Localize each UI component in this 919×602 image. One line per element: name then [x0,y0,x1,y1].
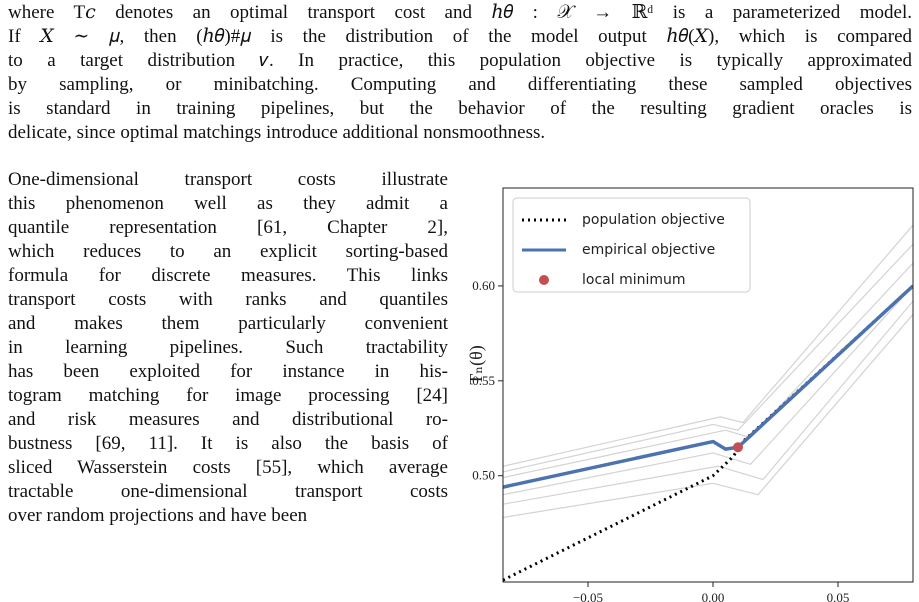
plot-area [503,224,913,582]
text-line: this phenomenon well as they admit a [8,193,448,214]
text-line: where T𝑐 denotes an optimal transport co… [8,2,912,23]
x-tick-label: 0.00 [702,590,725,602]
text-line: transport costs with ranks and quantiles [8,289,448,310]
text-line: and risk measures and distributional ro- [8,409,448,430]
x-tick-label: 0.05 [827,590,850,602]
y-tick-label: 0.55 [472,373,495,388]
legend-label: empirical objective [582,242,715,258]
sample-line [503,262,913,479]
legend-label: local minimum [582,272,686,288]
y-tick-label: 0.50 [472,468,495,483]
legend-label: population objective [582,212,725,228]
text-line: which reduces to an explicit sorting-bas… [8,241,448,262]
text-line: formula for discrete measures. This link… [8,265,448,286]
text-line: togram matching for image processing [24… [8,385,448,406]
text-line: tractable one-dimensional transport cost… [8,481,448,502]
text-line: and makes them particularly convenient [8,313,448,334]
text-line: bustness [69, 11]. It is also the basis … [8,433,448,454]
marker [733,442,743,453]
text-line: has been exploited for instance in his- [8,361,448,382]
sample-line [503,314,913,519]
text-line: sliced Wasserstein costs [55], which ave… [8,457,448,478]
series-line [503,284,913,582]
sample-line [503,243,913,473]
text-line: to a target distribution 𝜈. In practice,… [8,50,912,71]
sample-line [503,285,913,496]
text-line: One-dimensional transport costs illustra… [8,169,448,190]
x-tick-label: −0.05 [573,590,603,602]
text-line: delicate, since optimal matchings introd… [8,122,546,143]
text-line: by sampling, or minibatching. Computing … [8,74,912,95]
series-line [503,284,913,489]
text-line: is standard in training pipelines, but t… [8,98,912,119]
plot-frame [502,187,914,583]
text-line: quantile representation [61, Chapter 2], [8,217,448,238]
legend-marker [539,275,549,285]
sample-line [503,300,913,505]
sample-line [503,224,913,467]
legend-box [512,197,751,293]
text-line: in learning pipelines. Such tractability [8,337,448,358]
y-axis-label: Tₙ(θ) [466,345,487,384]
y-tick-label: 0.60 [472,278,495,293]
text-line: over random projections and have been [8,505,308,526]
text-line: If 𝑋 ∼ 𝜇, then (ℎ𝜃)#𝜇 is the distributio… [8,26,912,47]
